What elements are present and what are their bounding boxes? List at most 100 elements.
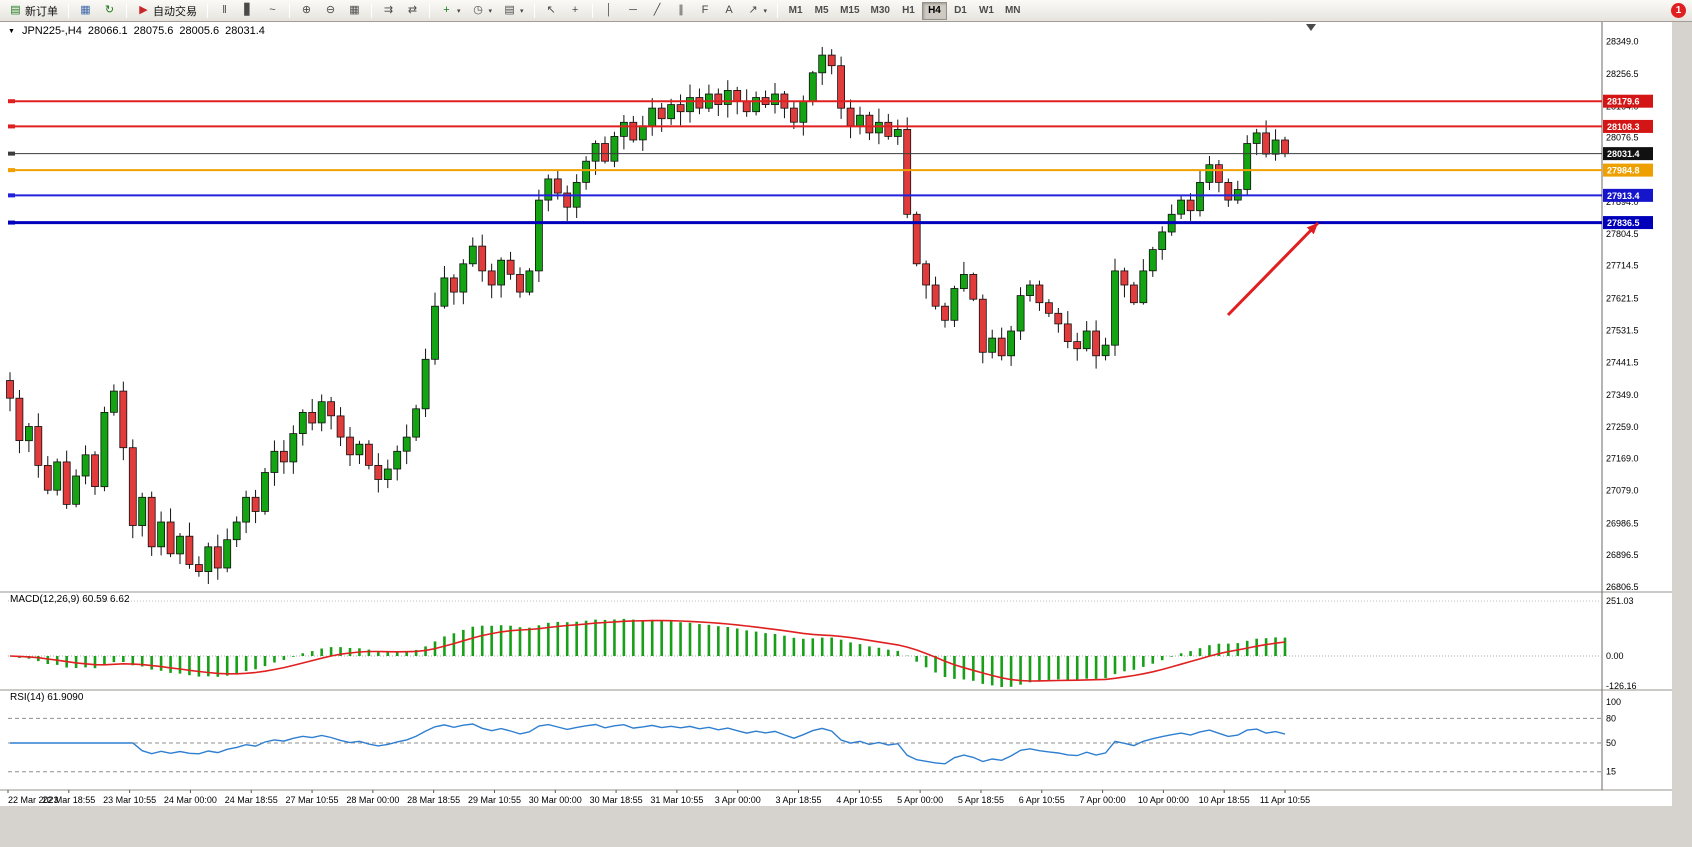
candle-body (1120, 270, 1129, 286)
macd-scale-label: 251.03 (1606, 596, 1634, 606)
timeframe-m1[interactable]: M1 (783, 2, 808, 20)
candle-body (166, 521, 175, 555)
candle-body (43, 464, 52, 491)
candle (449, 274, 458, 305)
candle-body (818, 54, 827, 74)
chart-shift-marker-icon[interactable] (1306, 24, 1316, 31)
chart-shift-button[interactable]: ⇄ (401, 1, 424, 21)
toolbar-separator (429, 3, 430, 18)
price-badge-label: 27913.4 (1607, 191, 1640, 201)
candle-body (922, 263, 930, 286)
trend-arrow-annotation[interactable] (1226, 221, 1320, 317)
crosshair-button[interactable]: + (564, 1, 587, 21)
fibonacci-button[interactable]: F (694, 1, 717, 21)
time-label: 30 Mar 00:00 (529, 795, 582, 805)
new-order-button[interactable]: ▤ 新订单 (4, 1, 63, 21)
arrow-head (1306, 223, 1318, 235)
bar-chart-button[interactable]: ‖ (213, 1, 236, 21)
timeframe-d1[interactable]: D1 (948, 2, 973, 20)
chart-area[interactable]: 28349.028256.528164.028076.527984.027894… (0, 22, 1672, 806)
candle (176, 533, 184, 565)
arrows-button[interactable]: ↗ ▾ (742, 1, 773, 21)
candle (648, 98, 657, 136)
candle-body (383, 468, 392, 481)
candlestick-chart-button[interactable]: ▋ (237, 1, 260, 21)
level-anchor (8, 99, 15, 104)
candle (91, 451, 99, 495)
zoom-out-button[interactable]: ⊖ (319, 1, 342, 21)
caret-down-icon: ▾ (763, 7, 768, 15)
candle-body (412, 408, 421, 438)
timeframe-m30[interactable]: M30 (866, 2, 895, 20)
collapse-chart-icon[interactable]: ▼ (8, 27, 15, 35)
price-badge-label: 28031.4 (1607, 149, 1640, 159)
tile-windows-button[interactable]: ▦ (343, 1, 366, 21)
text-button[interactable]: A (718, 1, 741, 21)
auto-trading-icon: ▶ (139, 4, 148, 16)
timeframe-h4[interactable]: H4 (921, 1, 947, 20)
line-chart-button[interactable]: ~ (261, 1, 284, 21)
candle-body (440, 277, 449, 307)
auto-scroll-icon: ⇉ (383, 4, 394, 16)
ohlc-close: 28031.4 (225, 25, 265, 37)
price-badge-label: 27984.8 (1607, 166, 1640, 176)
channel-button[interactable]: ∥ (670, 1, 693, 21)
candle-body (978, 298, 987, 353)
vertical-line-button[interactable]: │ (598, 1, 621, 21)
price-axis-label: 27531.5 (1606, 325, 1639, 335)
candle (922, 260, 930, 299)
zoom-in-button[interactable]: ⊕ (295, 1, 318, 21)
timeframe-m15[interactable]: M15 (835, 2, 864, 20)
candle (138, 492, 147, 537)
candle (355, 440, 364, 464)
text-icon: A (725, 4, 733, 16)
trendline-button[interactable]: ╱ (646, 1, 669, 21)
time-label: 6 Apr 10:55 (1019, 795, 1065, 805)
refresh-button[interactable]: ↻ (98, 1, 121, 21)
time-label: 5 Apr 00:00 (897, 795, 943, 805)
fibonacci-icon: F (701, 4, 709, 16)
notification-badge[interactable]: 1 (1671, 3, 1686, 18)
market-watch-button[interactable]: ▦ (74, 1, 97, 21)
candle-body (308, 411, 317, 424)
auto-trading-button[interactable]: ▶ 自动交易 (132, 1, 202, 21)
candle (1101, 337, 1110, 361)
candle (261, 468, 269, 515)
horizontal-line-button[interactable]: ─ (622, 1, 645, 21)
timeframe-h1[interactable]: H1 (896, 2, 921, 20)
indicators-button[interactable]: + ▾ (435, 1, 466, 21)
price-badge-label: 27836.5 (1607, 218, 1640, 228)
timeframe-w1[interactable]: W1 (974, 2, 999, 20)
candle-body (638, 125, 647, 141)
candle (1252, 128, 1261, 156)
timeframe-mn[interactable]: MN (1000, 2, 1026, 20)
level-anchor (8, 193, 15, 198)
auto-scroll-button[interactable]: ⇉ (377, 1, 400, 21)
time-label: 23 Mar 10:55 (103, 795, 156, 805)
candle (1233, 180, 1242, 204)
periods-button[interactable]: ◷ ▾ (467, 1, 498, 21)
candle (317, 394, 326, 432)
vertical-line-icon: │ (605, 4, 613, 16)
candle-body (1082, 330, 1091, 350)
candle (1148, 246, 1157, 277)
candle (1177, 195, 1185, 219)
candle (506, 251, 515, 280)
time-label: 3 Apr 18:55 (776, 795, 822, 805)
cursor-button[interactable]: ↖ (540, 1, 563, 21)
candle (978, 294, 987, 364)
rsi-label: RSI(14) 61.9090 (10, 692, 84, 703)
timeframe-m5[interactable]: M5 (809, 2, 834, 20)
candle (1224, 178, 1233, 207)
candle (752, 91, 760, 116)
price-axis-labels: 28349.028256.528164.028076.527984.027894… (1606, 36, 1639, 592)
candle-body (497, 259, 506, 286)
candle (667, 98, 675, 125)
templates-button[interactable]: ▤ ▾ (498, 1, 529, 21)
candle-body (1252, 132, 1261, 144)
candle-body (988, 337, 997, 353)
price-axis-label: 27804.5 (1606, 229, 1639, 239)
candle (72, 469, 80, 508)
line-chart-icon: ~ (269, 4, 276, 16)
price-axis-label: 27349.0 (1606, 390, 1639, 400)
